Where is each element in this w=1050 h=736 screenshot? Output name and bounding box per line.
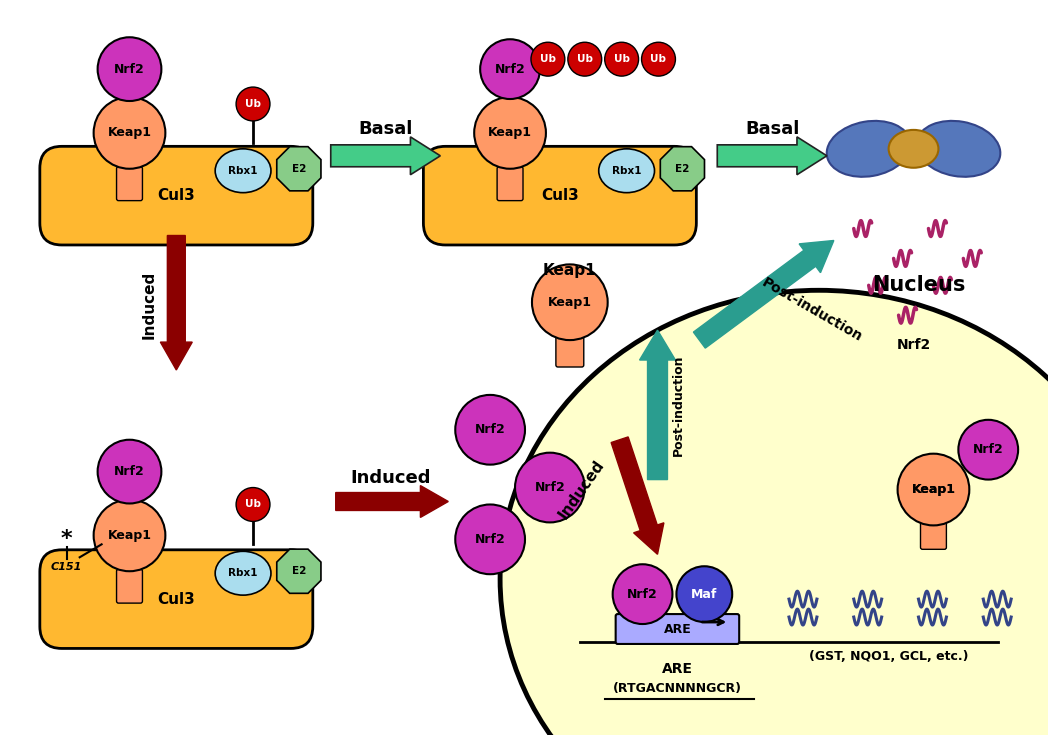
Text: Cul3: Cul3 [541, 188, 579, 203]
Polygon shape [660, 146, 705, 191]
Circle shape [480, 39, 540, 99]
Circle shape [93, 500, 165, 571]
FancyArrow shape [331, 137, 440, 174]
Ellipse shape [598, 149, 654, 193]
Circle shape [959, 420, 1018, 480]
Circle shape [642, 42, 675, 76]
Text: Rbx1: Rbx1 [228, 568, 258, 578]
FancyBboxPatch shape [423, 146, 696, 245]
FancyBboxPatch shape [921, 517, 946, 549]
Circle shape [605, 42, 638, 76]
Circle shape [93, 97, 165, 169]
Ellipse shape [917, 121, 1001, 177]
FancyBboxPatch shape [117, 569, 143, 603]
Text: E2: E2 [292, 163, 306, 174]
Text: E2: E2 [675, 163, 690, 174]
Text: Induced: Induced [142, 271, 156, 339]
Text: Keap1: Keap1 [107, 529, 151, 542]
FancyArrow shape [161, 236, 192, 370]
Circle shape [456, 504, 525, 574]
Circle shape [516, 453, 585, 523]
Text: Maf: Maf [691, 587, 717, 601]
Ellipse shape [215, 149, 271, 193]
Text: Cul3: Cul3 [158, 592, 195, 606]
Text: Ub: Ub [245, 500, 261, 509]
Text: Keap1: Keap1 [548, 296, 592, 308]
FancyArrow shape [693, 241, 834, 348]
Circle shape [236, 487, 270, 521]
Text: E2: E2 [292, 566, 306, 576]
Text: Keap1: Keap1 [543, 263, 596, 278]
Text: Ub: Ub [576, 54, 593, 64]
Circle shape [676, 566, 732, 622]
Ellipse shape [888, 130, 939, 168]
Text: Ub: Ub [613, 54, 630, 64]
Circle shape [531, 42, 565, 76]
FancyBboxPatch shape [615, 614, 739, 644]
Text: Keap1: Keap1 [911, 483, 956, 496]
Text: *: * [61, 529, 72, 549]
Text: Nucleus: Nucleus [872, 275, 965, 295]
Text: (GST, NQO1, GCL, etc.): (GST, NQO1, GCL, etc.) [808, 651, 968, 663]
FancyBboxPatch shape [117, 167, 143, 201]
Text: Keap1: Keap1 [107, 127, 151, 139]
Text: Nrf2: Nrf2 [973, 443, 1004, 456]
Text: Rbx1: Rbx1 [612, 166, 642, 176]
Text: Nrf2: Nrf2 [534, 481, 565, 494]
Text: Ub: Ub [245, 99, 261, 109]
Text: (RTGACNNNNGCR): (RTGACNNNNGCR) [613, 682, 742, 696]
Text: Keap1: Keap1 [488, 127, 532, 139]
Text: Nrf2: Nrf2 [897, 338, 930, 352]
Text: Basal: Basal [358, 120, 413, 138]
Text: Post-induction: Post-induction [671, 354, 685, 456]
FancyBboxPatch shape [555, 333, 584, 367]
FancyArrow shape [717, 137, 826, 174]
Ellipse shape [500, 290, 1050, 736]
Circle shape [612, 565, 672, 624]
Polygon shape [277, 146, 321, 191]
Circle shape [898, 453, 969, 526]
Text: C151: C151 [51, 562, 82, 573]
Ellipse shape [215, 551, 271, 595]
Text: Ub: Ub [651, 54, 667, 64]
Text: Nrf2: Nrf2 [627, 587, 658, 601]
Circle shape [456, 395, 525, 464]
Text: Induced: Induced [556, 457, 608, 522]
Text: ARE: ARE [662, 662, 693, 676]
Text: Nrf2: Nrf2 [495, 63, 525, 76]
Circle shape [98, 38, 162, 101]
Text: Nrf2: Nrf2 [114, 63, 145, 76]
Circle shape [532, 264, 608, 340]
Text: Nrf2: Nrf2 [114, 465, 145, 478]
Text: Post-induction: Post-induction [759, 276, 864, 344]
Circle shape [98, 439, 162, 503]
Text: Rbx1: Rbx1 [228, 166, 258, 176]
Polygon shape [277, 549, 321, 593]
FancyArrow shape [611, 437, 664, 554]
Text: Cul3: Cul3 [158, 188, 195, 203]
Text: Nrf2: Nrf2 [475, 533, 505, 546]
FancyBboxPatch shape [497, 167, 523, 201]
Text: Basal: Basal [744, 120, 799, 138]
Circle shape [568, 42, 602, 76]
FancyBboxPatch shape [40, 550, 313, 648]
Text: Nrf2: Nrf2 [475, 423, 505, 436]
Ellipse shape [826, 121, 910, 177]
Text: ARE: ARE [664, 623, 691, 635]
FancyArrow shape [639, 330, 675, 480]
Circle shape [475, 97, 546, 169]
FancyBboxPatch shape [40, 146, 313, 245]
FancyArrow shape [336, 486, 448, 517]
Text: Ub: Ub [540, 54, 555, 64]
Text: Keap1: Keap1 [911, 483, 956, 496]
Text: Induced: Induced [351, 469, 430, 486]
Circle shape [236, 87, 270, 121]
